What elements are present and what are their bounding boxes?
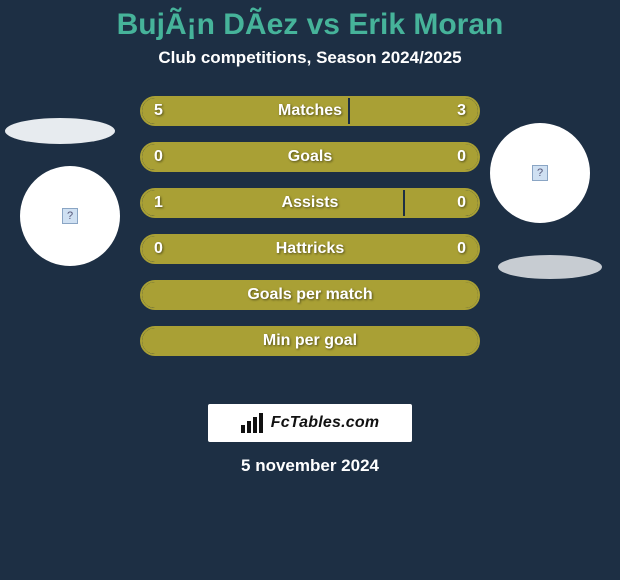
stat-bar-left-value: 1 [154,190,163,216]
stat-bar-row: Matches5 3 [140,96,480,126]
logo-text: FcTables.com [271,414,380,432]
page-title: BujÃ¡n DÃez vs Erik Moran [0,0,620,42]
stat-bar-row: Goals per match [140,280,480,310]
avatar-left: ? [20,166,120,266]
stat-bar-row: Min per goal [140,326,480,356]
logo-bars-icon [241,413,265,433]
avatar-right: ? [490,123,590,223]
stat-bar-right-value: 0 [457,144,466,170]
stat-bar-left-value: 0 [154,236,163,262]
avatar-shadow-right [498,255,602,279]
stat-bar-left-value: 5 [154,98,163,124]
stat-bar-label: Matches [142,98,478,124]
stat-bar-right-value: 0 [457,190,466,216]
date: 5 november 2024 [0,456,620,476]
avatar-placeholder-icon: ? [532,165,548,181]
stat-bar-label: Goals [142,144,478,170]
stat-bars: Matches53Goals00Assists10Hattricks00Goal… [140,96,480,372]
stat-bar-label: Min per goal [142,328,478,354]
stat-bar-label: Assists [142,190,478,216]
comparison-stage: ? ? Matches53Goals00Assists10Hattricks00… [0,96,620,396]
stat-bar-right-value: 3 [457,98,466,124]
stat-bar-label: Hattricks [142,236,478,262]
logo-pill: FcTables.com [208,404,412,442]
stat-bar-row: Hattricks0 0 [140,234,480,264]
stat-bar-row: Assists1 0 [140,188,480,218]
stat-bar-row: Goals0 0 [140,142,480,172]
avatar-shadow-left [5,118,115,144]
subtitle: Club competitions, Season 2024/2025 [0,48,620,68]
avatar-placeholder-icon: ? [62,208,78,224]
stat-bar-left-value: 0 [154,144,163,170]
stat-bar-label: Goals per match [142,282,478,308]
stat-bar-right-value: 0 [457,236,466,262]
